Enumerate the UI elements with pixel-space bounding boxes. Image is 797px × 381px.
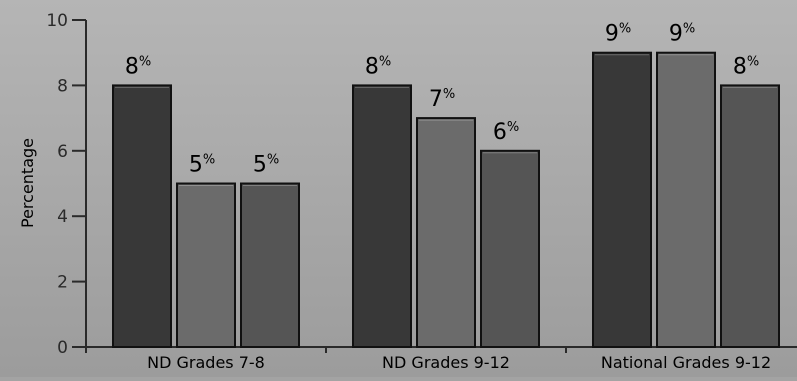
bar-body: [416, 117, 476, 348]
data-label: 5%: [253, 153, 279, 178]
data-label: 8%: [365, 54, 391, 79]
bar: [352, 84, 412, 349]
x-category-label: National Grades 9-12: [601, 353, 771, 372]
bar-body: [720, 84, 780, 349]
bar: [112, 84, 172, 349]
x-category-label: ND Grades 7-8: [147, 353, 265, 372]
data-label: 9%: [605, 22, 631, 47]
y-axis-label: Percentage: [18, 138, 37, 228]
bar-body: [592, 51, 652, 348]
data-label: 6%: [493, 120, 519, 145]
x-category-label: ND Grades 9-12: [382, 353, 510, 372]
y-tick-label: 2: [57, 273, 68, 293]
y-tick-label: 0: [57, 338, 68, 358]
bar: [720, 84, 780, 349]
bar: [592, 51, 652, 348]
y-tick-label: 10: [46, 11, 68, 31]
bar-body: [480, 149, 540, 348]
data-label: 5%: [189, 153, 215, 178]
y-tick-label: 6: [57, 142, 68, 162]
bar-body: [656, 51, 716, 348]
data-label: 9%: [669, 22, 695, 47]
bar: [480, 149, 540, 348]
bar: [240, 182, 300, 348]
bar: [656, 51, 716, 348]
y-tick-label: 8: [57, 76, 68, 96]
bar-body: [240, 182, 300, 348]
bar: [416, 117, 476, 348]
data-label: 8%: [733, 54, 759, 79]
data-label: 7%: [429, 87, 455, 112]
bar-body: [352, 84, 412, 349]
bar: [176, 182, 236, 348]
data-label: 8%: [125, 54, 151, 79]
bar-body: [176, 182, 236, 348]
y-tick-label: 4: [57, 207, 68, 227]
bar-body: [112, 84, 172, 349]
